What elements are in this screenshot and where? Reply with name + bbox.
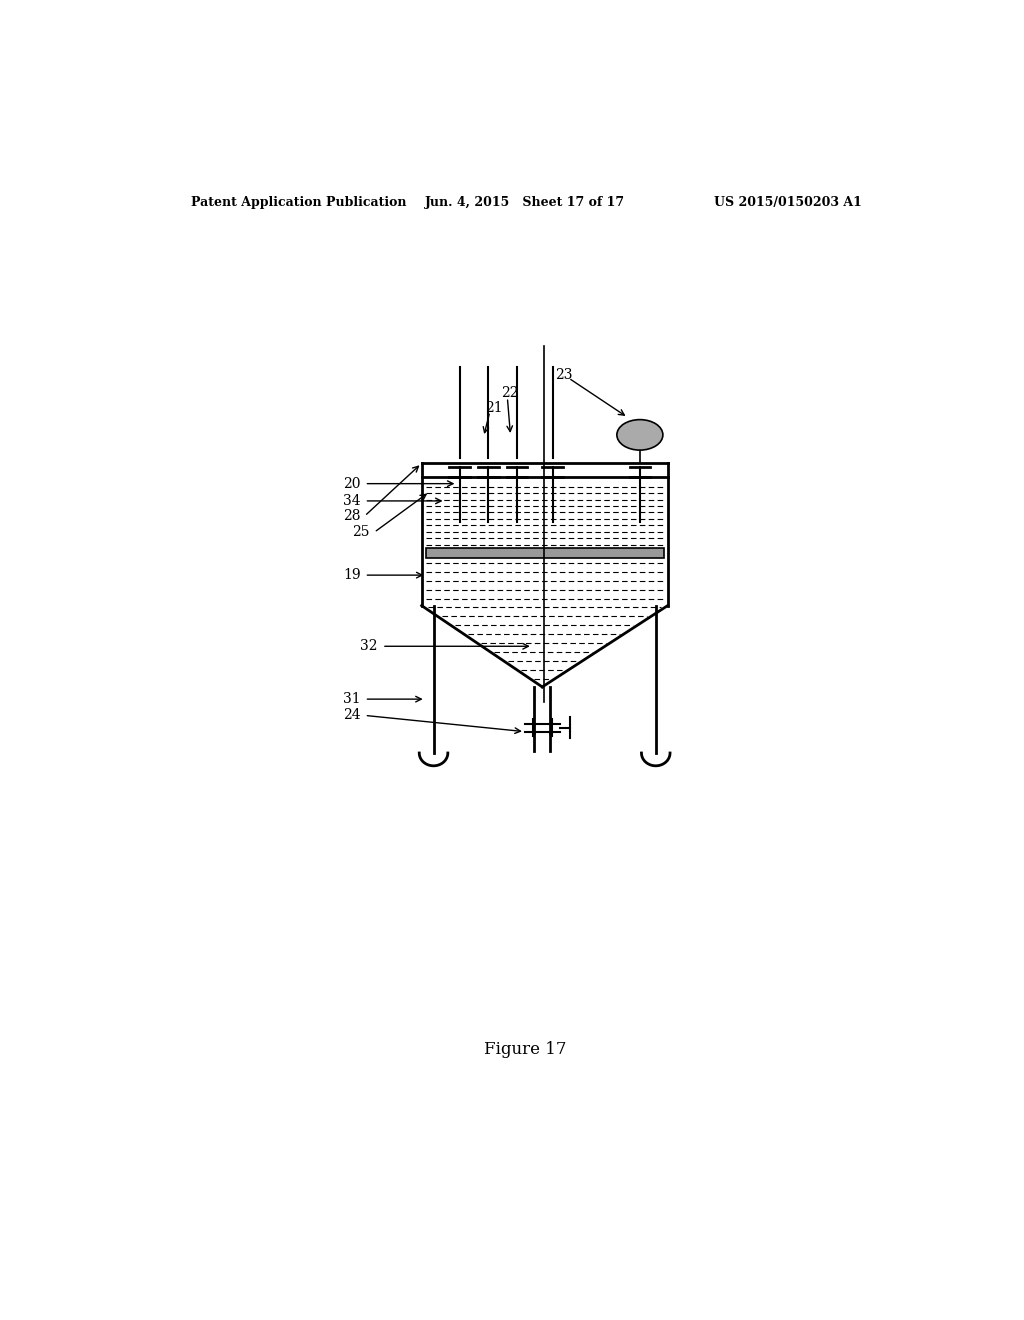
Text: 28: 28 (343, 510, 360, 523)
Text: 22: 22 (501, 387, 518, 400)
Ellipse shape (616, 420, 663, 450)
Text: 23: 23 (555, 368, 572, 381)
Text: 25: 25 (352, 525, 370, 540)
Text: US 2015/0150203 A1: US 2015/0150203 A1 (714, 195, 862, 209)
Text: 21: 21 (485, 401, 503, 416)
Text: 32: 32 (360, 639, 378, 653)
Text: 19: 19 (343, 568, 360, 582)
Text: Patent Application Publication: Patent Application Publication (191, 195, 407, 209)
Text: Jun. 4, 2015   Sheet 17 of 17: Jun. 4, 2015 Sheet 17 of 17 (425, 195, 625, 209)
Text: Figure 17: Figure 17 (483, 1041, 566, 1059)
Text: 34: 34 (343, 494, 360, 508)
Text: 20: 20 (343, 477, 360, 491)
Text: 31: 31 (343, 692, 360, 706)
Bar (426, 548, 664, 558)
Text: 24: 24 (343, 709, 360, 722)
